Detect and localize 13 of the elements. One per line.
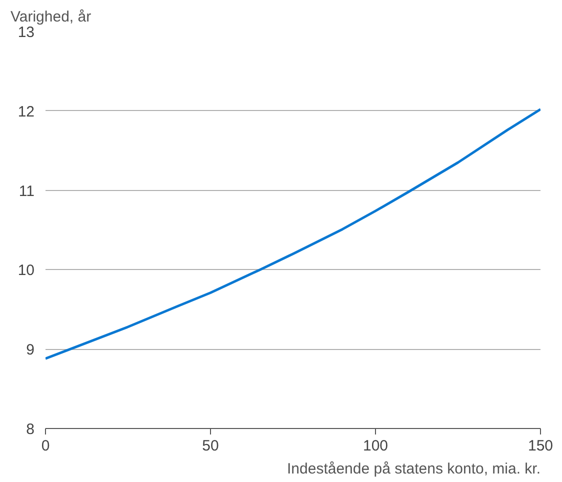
y-tick-label: 9 bbox=[26, 342, 34, 359]
x-tick-label: 50 bbox=[202, 438, 219, 454]
x-tick-label: 100 bbox=[362, 438, 388, 454]
x-tick-label: 0 bbox=[41, 438, 50, 454]
x-axis-title: Indestående på statens konto, mia. kr. bbox=[287, 460, 541, 478]
y-tick-label: 11 bbox=[18, 182, 35, 200]
y-tick-label: 13 bbox=[18, 24, 35, 41]
y-tick-label: 12 bbox=[18, 103, 35, 120]
line-series bbox=[46, 108, 540, 360]
y-axis-title: Varighed, år bbox=[10, 8, 92, 26]
x-tick-label: 150 bbox=[528, 438, 554, 454]
y-tick-label: 10 bbox=[18, 262, 35, 280]
y-tick-label: 8 bbox=[26, 421, 34, 438]
